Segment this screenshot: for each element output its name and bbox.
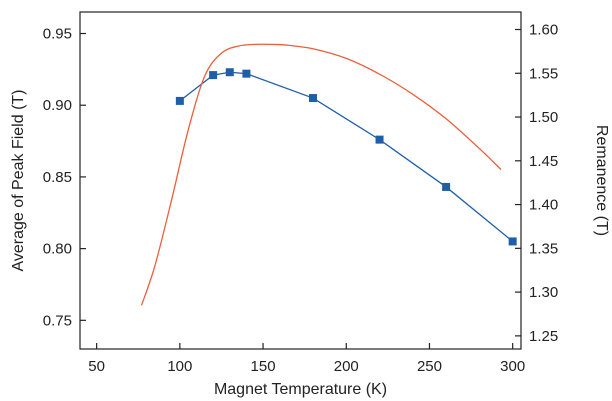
x-tick-label: 200 [334,358,359,375]
x-tick-label: 100 [167,358,192,375]
data-point-marker [442,182,451,191]
x-tick-label: 150 [251,358,276,375]
plot-frame [79,11,522,350]
x-axis-label: Magnet Temperature (K) [214,381,387,398]
x-tick-label: 50 [88,358,105,375]
y-right-tick-label: 1.25 [529,328,558,345]
ticks-layer: 50 100 150 200 250 300 0.75 0.80 0.85 0.90 0.95 1.2… [43,22,558,375]
y-left-tick-label: 0.95 [43,26,72,43]
y-right-tick-label: 1.45 [529,153,558,170]
y-right-tick-label: 1.35 [529,240,558,257]
data-point-marker [308,94,317,103]
data-point-marker [175,96,184,105]
y-left-axis-label: Average of Peak Field (T) [10,89,27,271]
x-tick-label: 300 [500,358,525,375]
y-left-tick-label: 0.80 [43,241,72,258]
data-point-marker [508,237,517,246]
data-point-marker [209,71,218,80]
data-point-marker [375,135,384,144]
remanence-series-line [140,43,502,306]
y-left-tick-label: 0.85 [43,169,72,186]
y-right-axis-label: Remanence (T) [593,125,610,236]
y-left-tick-label: 0.90 [43,97,72,114]
data-point-marker [242,69,251,78]
y-left-tick-label: 0.75 [43,312,72,329]
y-right-tick-label: 1.55 [529,65,558,82]
series-layer [140,43,517,306]
data-point-marker [225,68,234,77]
y-right-tick-label: 1.50 [529,109,558,126]
y-right-tick-label: 1.40 [529,197,558,214]
x-tick-label: 250 [417,358,442,375]
y-right-tick-label: 1.30 [529,284,558,301]
peak-field-series-line [179,71,514,242]
y-right-tick-label: 1.60 [529,22,558,39]
